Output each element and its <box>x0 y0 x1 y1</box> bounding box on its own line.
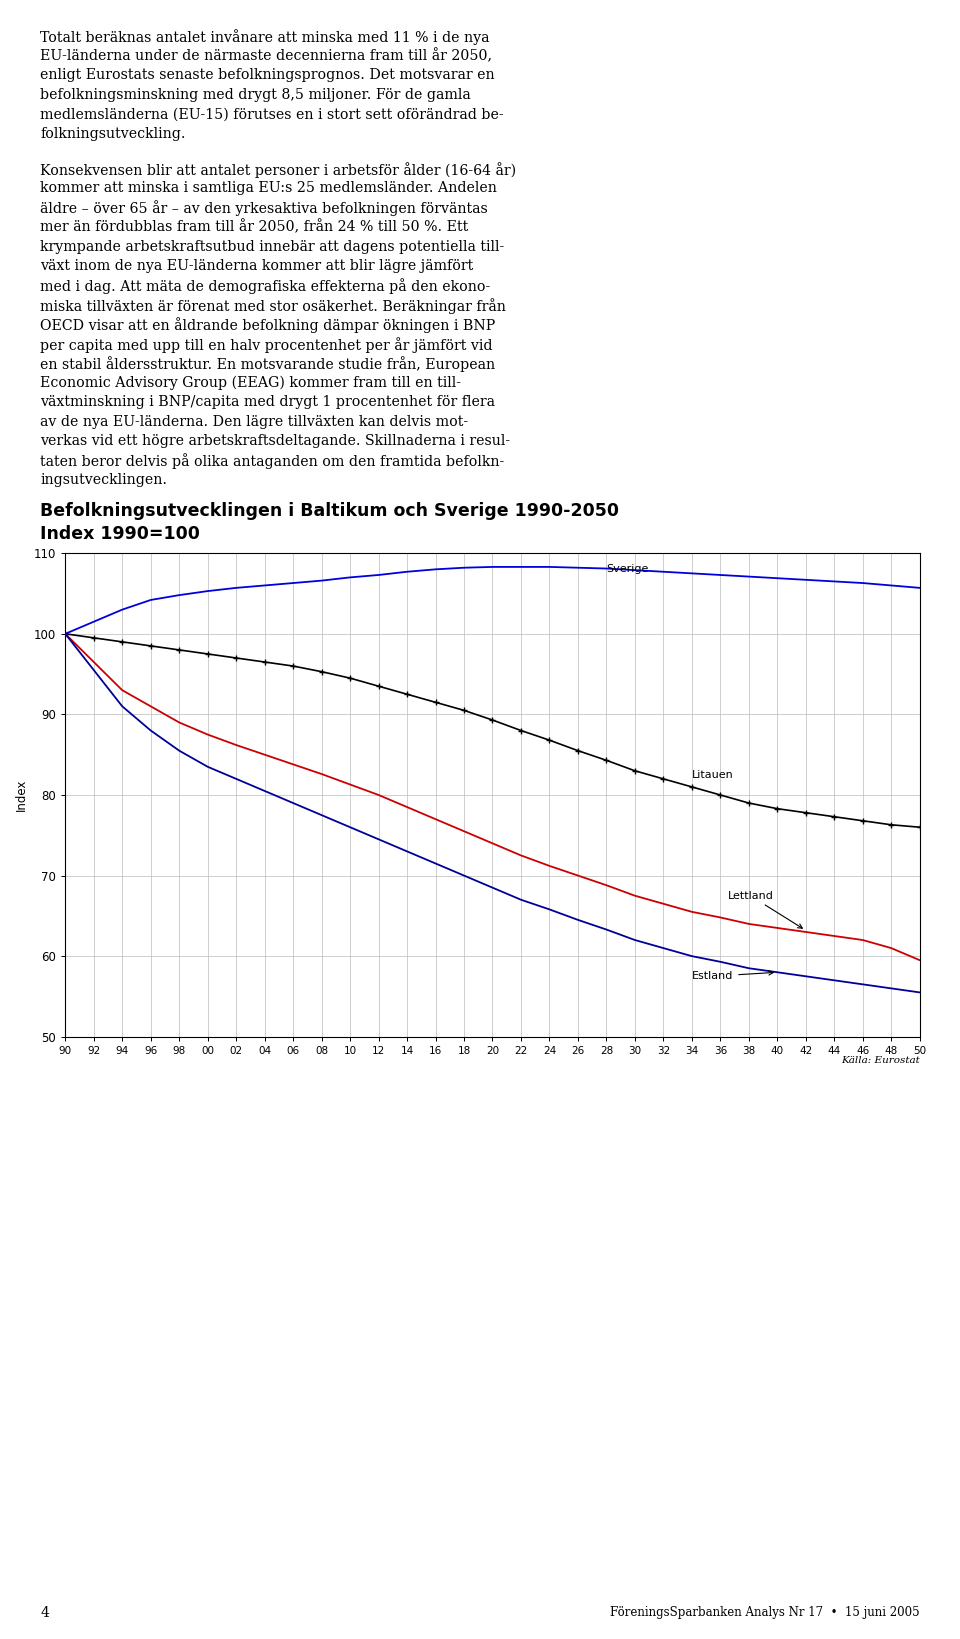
Text: en stabil åldersstruktur. En motsvarande studie från, European: en stabil åldersstruktur. En motsvarande… <box>40 356 495 372</box>
Text: EU-länderna under de närmaste decennierna fram till år 2050,: EU-länderna under de närmaste decenniern… <box>40 49 492 64</box>
Text: Estland: Estland <box>692 970 773 982</box>
Text: mer än fördubblas fram till år 2050, från 24 % till 50 %. Ett: mer än fördubblas fram till år 2050, frå… <box>40 220 468 234</box>
Text: äldre – över 65 år – av den yrkesaktiva befolkningen förväntas: äldre – över 65 år – av den yrkesaktiva … <box>40 200 488 216</box>
Text: verkas vid ett högre arbetskraftsdeltagande. Skillnaderna i resul-: verkas vid ett högre arbetskraftsdeltaga… <box>40 434 511 447</box>
Text: Källa: Eurostat: Källa: Eurostat <box>841 1057 920 1065</box>
Text: FöreningsSparbanken Analys Nr 17  •  15 juni 2005: FöreningsSparbanken Analys Nr 17 • 15 ju… <box>610 1606 920 1619</box>
Text: Index 1990=100: Index 1990=100 <box>40 526 201 544</box>
Text: 4: 4 <box>40 1606 49 1619</box>
Text: kommer att minska i samtliga EU:s 25 medlemsländer. Andelen: kommer att minska i samtliga EU:s 25 med… <box>40 182 497 195</box>
Text: taten beror delvis på olika antaganden om den framtida befolkn-: taten beror delvis på olika antaganden o… <box>40 454 505 469</box>
Text: växtminskning i BNP/capita med drygt 1 procentenhet för flera: växtminskning i BNP/capita med drygt 1 p… <box>40 395 495 410</box>
Text: med i dag. Att mäta de demografiska effekterna på den ekono-: med i dag. Att mäta de demografiska effe… <box>40 279 491 295</box>
Text: krympande arbetskraftsutbud innebär att dagens potentiella till-: krympande arbetskraftsutbud innebär att … <box>40 239 505 254</box>
Text: Sverige: Sverige <box>607 564 649 574</box>
Text: Lettland: Lettland <box>728 890 803 928</box>
Text: Economic Advisory Group (EEAG) kommer fram till en till-: Economic Advisory Group (EEAG) kommer fr… <box>40 375 462 390</box>
Text: enligt Eurostats senaste befolkningsprognos. Det motsvarar en: enligt Eurostats senaste befolkningsprog… <box>40 69 495 82</box>
Text: OECD visar att en åldrande befolkning dämpar ökningen i BNP: OECD visar att en åldrande befolkning dä… <box>40 318 495 333</box>
Text: per capita med upp till en halv procentenhet per år jämfört vid: per capita med upp till en halv procente… <box>40 336 492 352</box>
Text: medlemsländerna (EU-15) förutses en i stort sett oförändrad be-: medlemsländerna (EU-15) förutses en i st… <box>40 107 504 121</box>
Text: Totalt beräknas antalet invånare att minska med 11 % i de nya: Totalt beräknas antalet invånare att min… <box>40 30 490 46</box>
Text: ingsutvecklingen.: ingsutvecklingen. <box>40 472 167 487</box>
Text: växt inom de nya EU-länderna kommer att blir lägre jämfört: växt inom de nya EU-länderna kommer att … <box>40 259 473 274</box>
Text: folkningsutveckling.: folkningsutveckling. <box>40 126 186 141</box>
Text: Litauen: Litauen <box>692 770 733 780</box>
Text: Befolkningsutvecklingen i Baltikum och Sverige 1990-2050: Befolkningsutvecklingen i Baltikum och S… <box>40 502 619 520</box>
Y-axis label: Index: Index <box>15 779 29 811</box>
Text: av de nya EU-länderna. Den lägre tillväxten kan delvis mot-: av de nya EU-länderna. Den lägre tillväx… <box>40 415 468 428</box>
Text: befolkningsminskning med drygt 8,5 miljoner. För de gamla: befolkningsminskning med drygt 8,5 miljo… <box>40 89 471 102</box>
Text: Konsekvensen blir att antalet personer i arbetsför ålder (16-64 år): Konsekvensen blir att antalet personer i… <box>40 162 516 177</box>
Text: miska tillväxten är förenat med stor osäkerhet. Beräkningar från: miska tillväxten är förenat med stor osä… <box>40 298 506 313</box>
